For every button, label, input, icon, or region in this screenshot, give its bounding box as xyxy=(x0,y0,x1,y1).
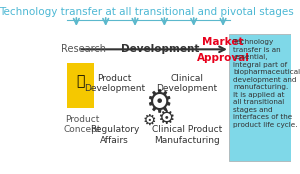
FancyBboxPatch shape xyxy=(229,34,291,161)
Text: ⚙: ⚙ xyxy=(143,113,157,128)
Text: Approval: Approval xyxy=(196,53,250,63)
Text: Product
Concept: Product Concept xyxy=(63,115,101,134)
Text: Clinical
Development: Clinical Development xyxy=(156,74,218,93)
Text: Technology transfer at all transitional and pivotal stages: Technology transfer at all transitional … xyxy=(0,7,294,17)
Text: Technology
transfer is an
essential,
integral part of
biopharmaceutical
developm: Technology transfer is an essential, int… xyxy=(233,39,300,128)
Text: Product
Development: Product Development xyxy=(84,74,145,93)
Text: Clinical Product
Manufacturing: Clinical Product Manufacturing xyxy=(152,125,222,145)
Text: Market: Market xyxy=(202,37,244,48)
Text: 💡: 💡 xyxy=(77,74,85,88)
Text: Research: Research xyxy=(61,44,106,54)
Text: Development: Development xyxy=(121,44,199,54)
Text: ⚙: ⚙ xyxy=(158,109,175,128)
Text: ⚙: ⚙ xyxy=(145,90,172,119)
Text: Regulatory
Affairs: Regulatory Affairs xyxy=(90,125,140,145)
FancyBboxPatch shape xyxy=(67,63,94,108)
